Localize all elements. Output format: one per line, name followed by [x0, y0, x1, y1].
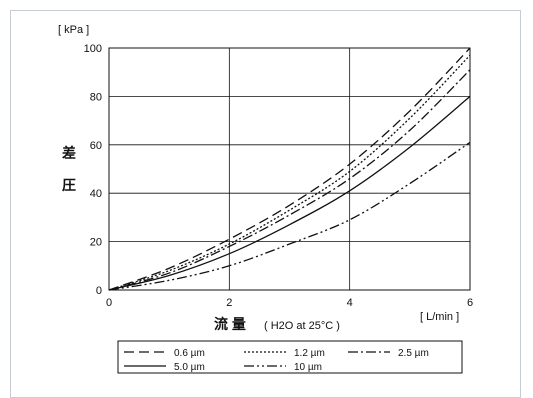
y-tick-label: 60 [90, 140, 102, 152]
y-tick-label: 80 [90, 91, 102, 103]
x-tick-label: 2 [226, 297, 232, 309]
x-axis-label: 流 量 [214, 316, 246, 332]
x-unit-label: [ L/min ] [420, 311, 459, 323]
y-tick-label: 40 [90, 188, 102, 200]
y-unit-label: [ kPa ] [58, 24, 89, 36]
x-tick-label: 0 [106, 297, 112, 309]
legend: 0.6 µm 1.2 µm 2.5 µm 5.0 µm 10 µm [124, 348, 429, 373]
plot-area [108, 47, 471, 291]
y-axis-label-2: 圧 [62, 177, 76, 193]
chart-frame [10, 10, 521, 398]
legend-label-3: 5.0 µm [174, 362, 205, 373]
x-ticks: 0 2 4 6 [106, 297, 473, 309]
series-line-0 [108, 47, 471, 291]
x-axis-note: ( H2O at 25°C ) [264, 320, 340, 332]
x-tick-label: 4 [347, 297, 353, 309]
legend-label-4: 10 µm [294, 362, 322, 373]
series-line-3 [108, 95, 471, 291]
y-ticks: 0 20 40 60 80 100 [84, 43, 102, 297]
y-tick-label: 100 [84, 43, 102, 55]
legend-label-0: 0.6 µm [174, 348, 205, 359]
series-line-1 [108, 54, 471, 291]
legend-label-1: 1.2 µm [294, 348, 325, 359]
x-tick-label: 6 [467, 297, 473, 309]
y-tick-label: 20 [90, 237, 102, 249]
y-tick-label: 0 [96, 285, 102, 297]
grid [109, 48, 470, 290]
legend-box [117, 340, 463, 374]
series-lines [108, 47, 471, 291]
series-line-2 [108, 69, 471, 291]
series-line-4 [108, 141, 471, 291]
y-axis-label-1: 差 [62, 145, 76, 161]
legend-label-2: 2.5 µm [398, 348, 429, 359]
